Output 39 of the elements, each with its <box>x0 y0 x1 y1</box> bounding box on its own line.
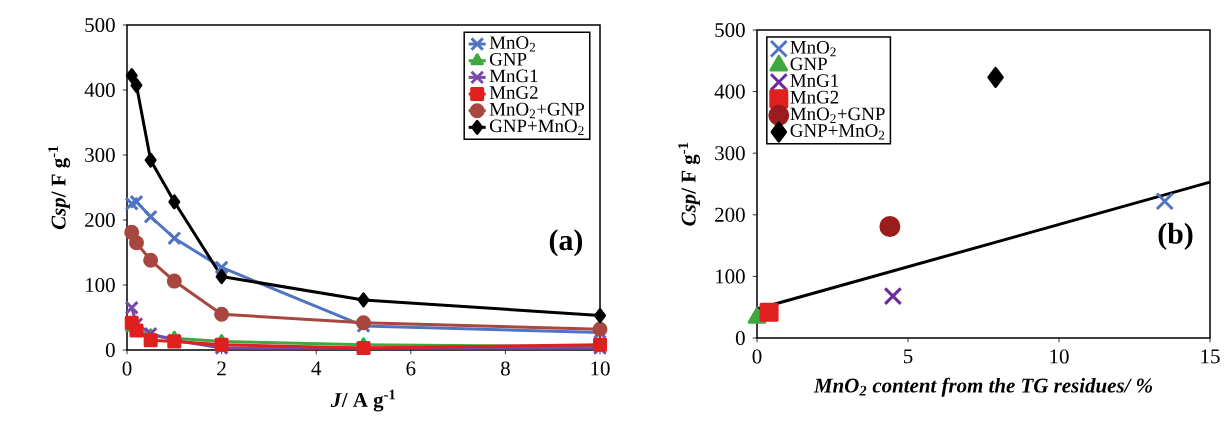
annotation: (a) <box>549 229 583 257</box>
x-tick-label: 10 <box>1050 349 1069 364</box>
annotation: (b) <box>1158 222 1193 250</box>
legend-label: GNP <box>790 57 827 71</box>
y-tick-label: 400 <box>84 82 115 98</box>
x-tick-label: 8 <box>500 361 510 376</box>
legend-label: MnO$_{2}$ <box>489 36 536 52</box>
y-tick-label: 100 <box>86 277 115 293</box>
legend-label: GNP <box>489 52 527 66</box>
x-tick-label: 2 <box>217 361 226 376</box>
x-tick-label: 15 <box>1201 349 1220 364</box>
y-tick-label: 100 <box>716 269 745 284</box>
x-tick-label: 5 <box>904 349 913 364</box>
x-tick-label: 0 <box>122 361 132 376</box>
legend-label: MnG1 <box>790 74 839 87</box>
legend-label: MnO$_{2}$ <box>790 40 836 57</box>
x-axis-title: MnO$_{2}$ content from the TG residues/ % <box>813 377 1152 397</box>
legend-label: GNP+MnO$_{2}$ <box>790 124 885 140</box>
y-tick-label: 500 <box>715 22 745 38</box>
y-tick-label: 300 <box>715 146 745 161</box>
x-tick-label: 4 <box>311 361 322 376</box>
y-axis-title: Csp/ F g$^{-1}$ <box>48 146 71 230</box>
x-axis-title: J/ A g$^{-1}$ <box>330 389 396 412</box>
legend-label: MnG2 <box>489 86 538 99</box>
y-tick-label: 200 <box>715 207 745 222</box>
y-tick-label: 500 <box>85 17 115 33</box>
legend-label: MnO$_{2}$+GNP <box>489 102 585 119</box>
legend-label: GNP+MnO$_{2}$ <box>489 119 584 135</box>
y-tick-label: 0 <box>735 330 745 346</box>
x-tick-label: 6 <box>406 361 416 376</box>
y-tick-label: 400 <box>714 84 745 99</box>
legend-label: MnO$_{2}$+GNP <box>790 107 885 123</box>
x-tick-label: 10 <box>591 361 610 376</box>
y-tick-label: 300 <box>85 147 115 163</box>
legend-label: MnG2 <box>790 90 839 104</box>
legend-label: MnG1 <box>489 69 538 83</box>
y-tick-label: 200 <box>85 212 115 228</box>
x-tick-label: 0 <box>752 349 762 364</box>
y-axis-title: Csp/ F g$^{-1}$ <box>678 142 701 226</box>
